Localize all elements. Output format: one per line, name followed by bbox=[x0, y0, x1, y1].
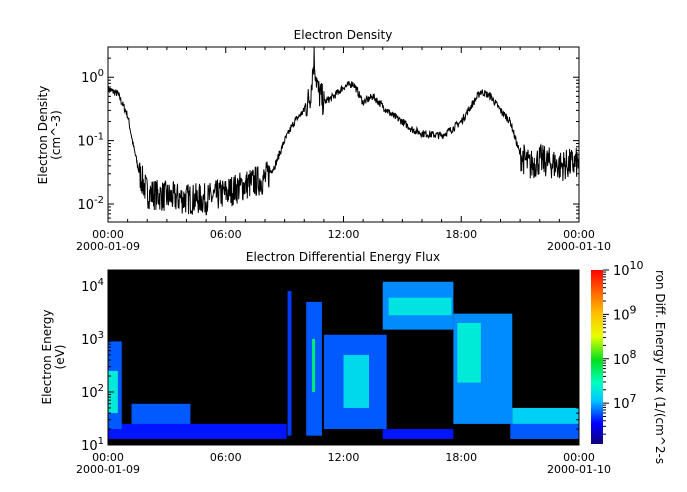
colorbar-axis: 1010 109 108 107 bbox=[603, 259, 644, 435]
colorbar bbox=[591, 270, 603, 444]
flux-ylabel: Electron Energy bbox=[40, 309, 54, 404]
colorbar-tick-label: 109 bbox=[613, 303, 637, 323]
flux-xtick-label: 00:00 bbox=[92, 451, 124, 464]
density-title: Electron Density bbox=[294, 28, 393, 42]
flux-patch bbox=[457, 323, 481, 383]
flux-yunits: (eV) bbox=[53, 345, 67, 370]
density-ytick-label: 10-2 bbox=[77, 195, 104, 213]
flux-patch bbox=[388, 297, 452, 316]
density-frame bbox=[107, 46, 580, 223]
flux-patch bbox=[382, 429, 454, 439]
density-ytick-label: 10-1 bbox=[77, 132, 104, 150]
flux-xtick-label: 12:00 bbox=[328, 451, 360, 464]
flux-ytick-label: 104 bbox=[81, 277, 104, 295]
density-series-line bbox=[107, 47, 580, 216]
density-yunits: (cm^-3) bbox=[49, 110, 63, 160]
flux-xtick-label: 06:00 bbox=[210, 451, 242, 464]
flux-patch bbox=[510, 423, 579, 439]
flux-title: Electron Differential Energy Flux bbox=[246, 250, 440, 264]
density-xtick-label: 12:00 bbox=[328, 228, 360, 241]
colorbar-tick-label: 107 bbox=[613, 392, 637, 412]
density-xtick-date: 2000-01-09 bbox=[76, 240, 140, 253]
flux-patch bbox=[108, 423, 287, 439]
flux-spectrogram bbox=[108, 281, 579, 439]
flux-xtick-date: 2000-01-10 bbox=[547, 463, 611, 476]
flux-patch bbox=[512, 407, 579, 424]
flux-patch bbox=[287, 291, 292, 436]
density-ytick-label: 100 bbox=[81, 68, 104, 86]
colorbar-tick-label: 108 bbox=[613, 348, 637, 368]
flux-xtick-date: 2000-01-09 bbox=[76, 463, 140, 476]
colorbar-tick-label: 1010 bbox=[613, 259, 644, 279]
colorbar-label: ron Diff. Energy Flux (1/(cm^2-s bbox=[653, 270, 667, 464]
density-xtick-label: 00:00 bbox=[92, 228, 124, 241]
density-xtick-label: 06:00 bbox=[210, 228, 242, 241]
density-ylabel: Electron Density bbox=[36, 86, 50, 185]
density-plot-area bbox=[107, 47, 580, 216]
flux-ytick-label: 102 bbox=[81, 383, 104, 401]
flux-patch bbox=[343, 354, 370, 408]
flux-patch bbox=[312, 338, 316, 392]
flux-xtick-label: 00:00 bbox=[563, 451, 595, 464]
flux-xtick-label: 18:00 bbox=[445, 451, 477, 464]
density-xtick-label: 00:00 bbox=[563, 228, 595, 241]
flux-ytick-label: 103 bbox=[81, 330, 104, 348]
flux-patch bbox=[131, 403, 191, 424]
density-xtick-date: 2000-01-10 bbox=[547, 240, 611, 253]
density-xtick-label: 18:00 bbox=[445, 228, 477, 241]
